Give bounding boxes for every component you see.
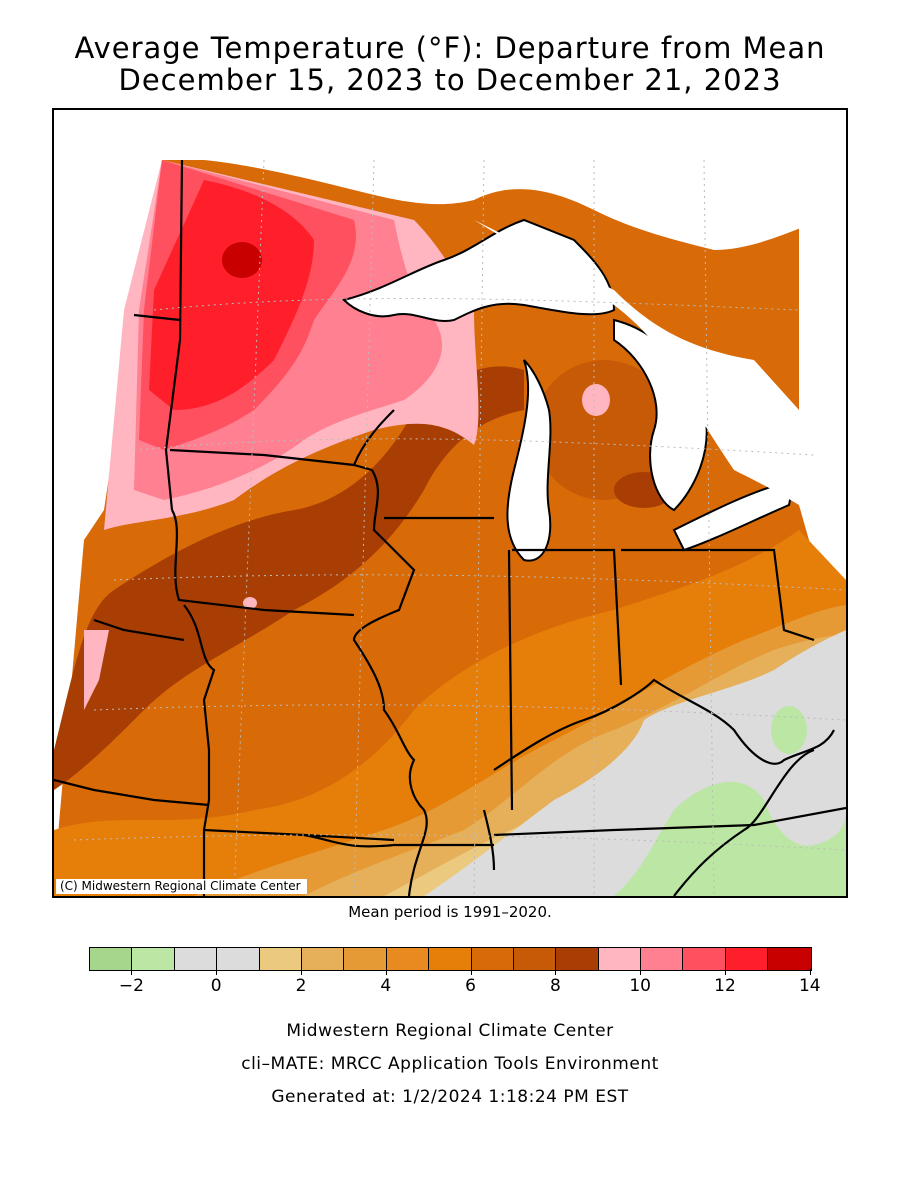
legend-tick xyxy=(470,969,472,975)
legend-swatch xyxy=(683,948,726,970)
legend-tick-label: 4 xyxy=(380,976,392,996)
legend-tick-label: 14 xyxy=(798,976,821,996)
legend-swatch xyxy=(259,948,302,970)
state-borders xyxy=(54,159,846,896)
legend-swatch xyxy=(132,948,175,970)
region-plus13-mn xyxy=(222,242,262,278)
region-plus8-central xyxy=(54,366,524,790)
legend-tick-label: 6 xyxy=(465,976,476,996)
footer-line3: Generated at: 1/2/2024 1:18:24 PM EST xyxy=(271,1087,629,1107)
lake-michigan xyxy=(506,359,552,562)
legend-tick-label: 10 xyxy=(629,976,651,996)
lake-superior xyxy=(342,218,616,322)
color-legend-bar xyxy=(89,947,812,971)
legend-swatch xyxy=(90,948,133,970)
footer-line2: cli–MATE: MRCC Application Tools Environ… xyxy=(241,1054,659,1074)
mean-period-note: Mean period is 1991–2020. xyxy=(348,903,552,921)
region-minus1-wv xyxy=(771,706,807,754)
footer-line1: Midwestern Regional Climate Center xyxy=(286,1021,614,1041)
map-frame: (C) Midwestern Regional Climate Center xyxy=(52,108,848,898)
legend-tick xyxy=(131,969,133,975)
legend-tick-label: 2 xyxy=(295,976,307,996)
legend-tick-label: 12 xyxy=(714,976,736,996)
legend-swatch xyxy=(217,948,260,970)
region-plus9-iowa xyxy=(243,597,257,609)
legend-tick-label: 8 xyxy=(549,976,561,996)
copyright-label: (C) Midwestern Regional Climate Center xyxy=(56,879,307,894)
region-plus8-michigan xyxy=(534,360,674,500)
legend-tick xyxy=(555,969,557,975)
legend-swatch xyxy=(344,948,387,970)
legend-swatch xyxy=(725,948,769,970)
north-canada xyxy=(162,110,846,250)
legend-swatch xyxy=(386,948,430,970)
legend-swatch xyxy=(513,948,557,970)
legend-tick-label: 0 xyxy=(210,976,222,996)
region-plus9-ne xyxy=(84,630,109,710)
legend-tick xyxy=(301,969,302,975)
legend-swatch xyxy=(768,948,811,970)
legend-swatch xyxy=(641,948,684,970)
region-plus9-mi-north xyxy=(582,384,610,416)
map-title-line1: Average Temperature (°F): Departure from… xyxy=(74,31,826,65)
legend-swatch xyxy=(301,948,345,970)
legend-tick xyxy=(385,969,387,975)
legend-tick xyxy=(640,969,642,975)
legend-tick xyxy=(216,969,218,975)
legend-tick-label: −2 xyxy=(118,976,144,996)
map-title-line2: December 15, 2023 to December 21, 2023 xyxy=(118,63,782,97)
temperature-departure-map xyxy=(54,110,846,896)
ontario-canada xyxy=(474,220,799,505)
legend-swatch xyxy=(174,948,218,970)
legend-swatch xyxy=(471,948,514,970)
legend-swatch xyxy=(556,948,599,970)
legend-swatch xyxy=(598,948,642,970)
legend-swatch xyxy=(429,948,472,970)
region-plus12-north xyxy=(149,180,314,410)
legend-tick xyxy=(725,969,726,975)
legend-tick xyxy=(809,969,811,975)
graticule xyxy=(73,159,846,896)
